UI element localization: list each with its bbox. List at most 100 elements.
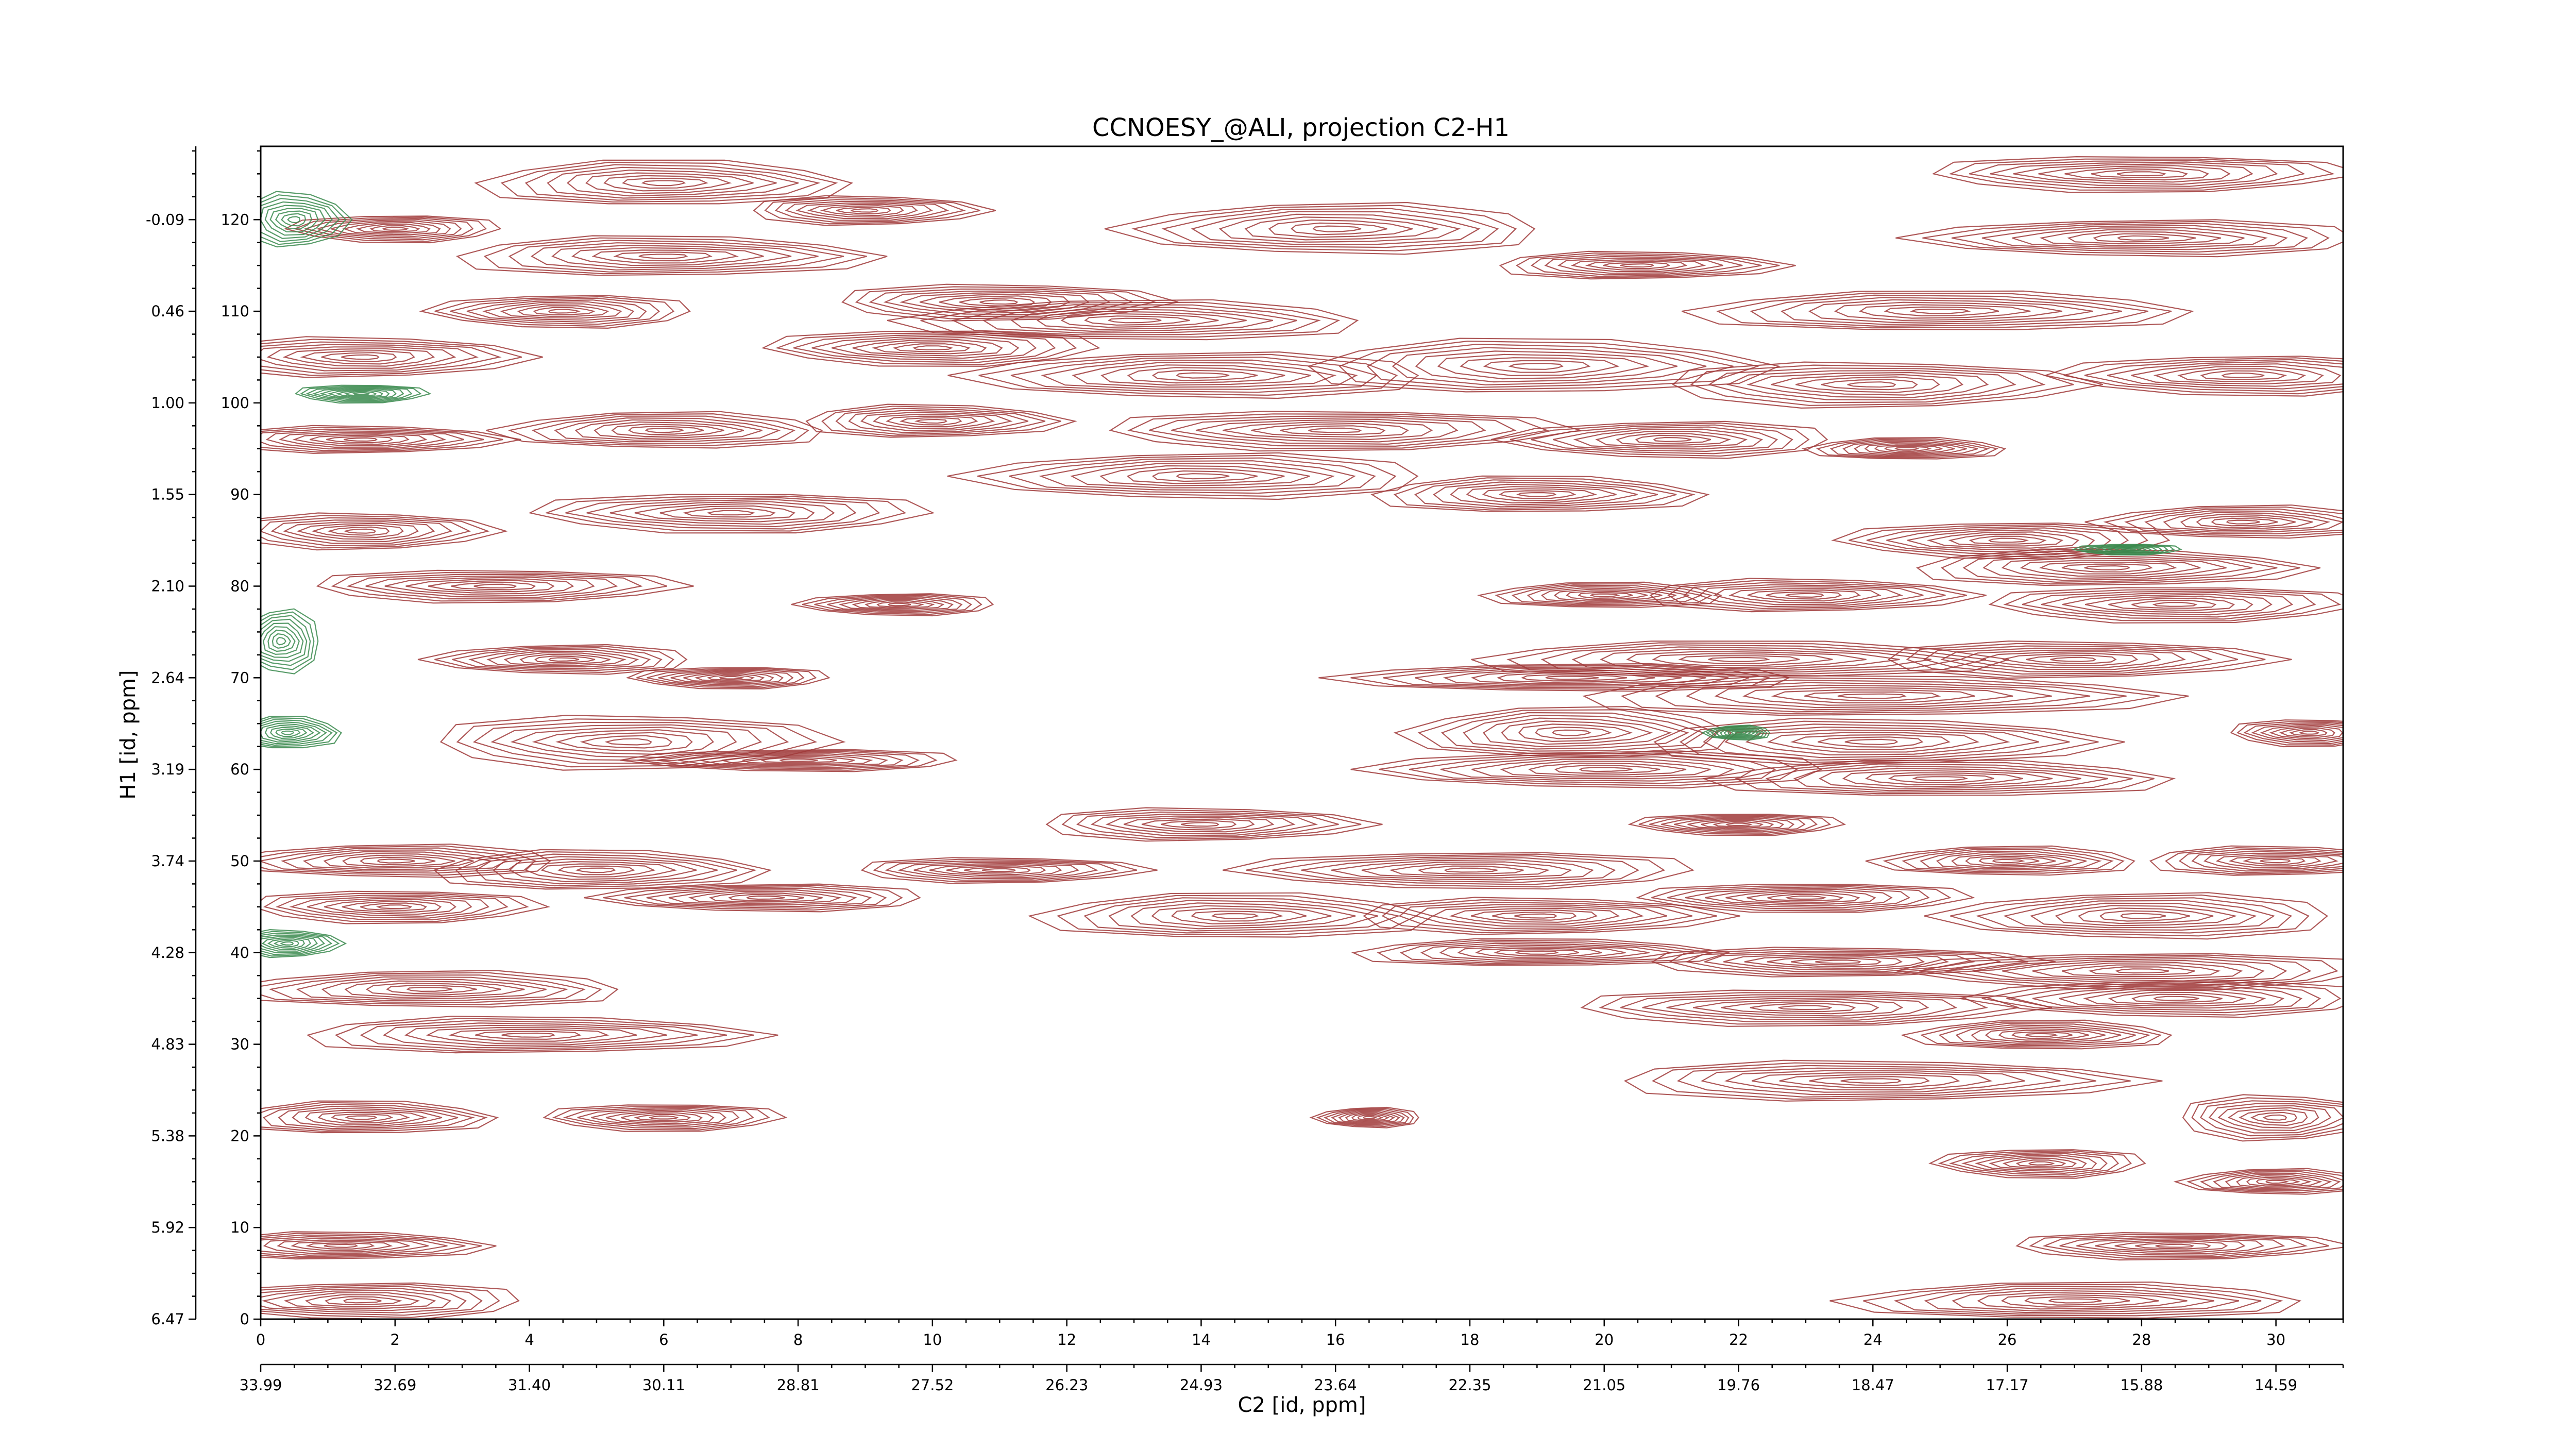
contour-line <box>1938 1023 2151 1047</box>
contour-line <box>1977 1292 2188 1310</box>
contour-line <box>1785 895 1827 900</box>
contour-line <box>1076 811 1339 838</box>
contour-line <box>899 292 1090 313</box>
contour-line <box>2084 595 2253 614</box>
contour-line <box>946 865 1046 875</box>
contour-line <box>852 599 945 610</box>
contour-line <box>1685 887 1911 908</box>
contour-peak <box>887 299 1359 341</box>
contour-line <box>261 608 319 675</box>
contour-line <box>802 594 982 615</box>
contour-peak <box>1370 475 1710 512</box>
contour-line <box>982 868 1016 872</box>
contour-line <box>1854 442 1967 456</box>
contour-line <box>1793 765 2108 791</box>
contour-line <box>1363 897 1740 935</box>
contour-line <box>342 900 442 913</box>
contour-line <box>1475 948 1602 958</box>
contour-line <box>261 1290 452 1311</box>
contour-line <box>2191 1097 2343 1139</box>
y2-tick-label: 3.74 <box>151 852 184 870</box>
contour-peak <box>1363 897 1740 935</box>
contour-line <box>719 676 744 680</box>
contour-line <box>1497 672 1655 683</box>
y-tick-label: 0 <box>240 1310 249 1328</box>
contour-line <box>545 495 907 532</box>
contour-line <box>638 254 688 259</box>
contour-line <box>1551 729 1592 736</box>
contour-peak <box>261 336 543 378</box>
contour-line <box>586 499 857 528</box>
contour-line <box>261 719 333 746</box>
contour-line <box>261 425 521 454</box>
contour-line <box>1191 911 1284 922</box>
contour-line <box>1366 344 1734 388</box>
contour-line <box>647 668 805 687</box>
contour-line <box>377 858 415 864</box>
contour-line <box>540 863 656 878</box>
contour-line <box>1974 1154 2097 1172</box>
contour-line <box>982 306 1297 334</box>
contour-line <box>820 205 904 216</box>
contour-line <box>919 293 1070 311</box>
x-tick-label: 12 <box>1057 1331 1076 1349</box>
contour-line <box>871 341 987 355</box>
contour-line <box>325 1296 403 1306</box>
contour-line <box>1585 260 1688 271</box>
contour-line <box>2091 169 2189 179</box>
contour-line <box>1104 201 1536 255</box>
contour-line <box>670 671 784 685</box>
contour-line <box>939 295 1053 309</box>
contour-line <box>876 601 925 608</box>
contour-line <box>2103 546 2152 553</box>
contour-line <box>577 1108 740 1128</box>
y2-tick-label: 1.00 <box>151 394 184 412</box>
contour-line <box>2144 510 2343 533</box>
contour-line <box>2152 601 2198 607</box>
contour-peak <box>1223 852 1694 890</box>
contour-line <box>1331 1110 1405 1125</box>
contour-line <box>1716 292 2172 329</box>
contour-line <box>554 417 781 443</box>
x2-tick-label: 17.17 <box>1986 1376 2029 1394</box>
contour-line <box>1865 845 2136 876</box>
contour-line <box>1345 1112 1395 1123</box>
x2-tick-label: 31.40 <box>508 1376 551 1394</box>
contour-line <box>563 1106 754 1130</box>
contour-line <box>406 986 453 992</box>
contour-line <box>261 1282 520 1319</box>
contour-line <box>2153 996 2199 1001</box>
contour-line <box>261 934 325 954</box>
contour-peak <box>947 452 1419 500</box>
contour-line <box>785 200 950 221</box>
contour-line <box>1506 642 1987 676</box>
contour-line <box>360 902 427 911</box>
contour-line <box>2003 588 2342 622</box>
contour-peak <box>261 970 619 1008</box>
contour-line <box>327 389 390 399</box>
contour-line <box>1566 590 1648 600</box>
contour-line <box>1887 640 2292 679</box>
contour-peak <box>1701 724 1771 741</box>
contour-line <box>1127 413 1550 449</box>
contour-line <box>1951 853 2072 868</box>
contour-peak <box>261 1282 520 1319</box>
contour-line <box>280 941 294 946</box>
contour-line <box>1528 762 1687 776</box>
contour-line <box>1361 861 1572 879</box>
contour-line <box>1521 674 1628 682</box>
contour-line <box>827 596 963 613</box>
contour-line <box>807 204 918 218</box>
contour-line <box>503 652 626 666</box>
contour-line <box>331 1114 394 1122</box>
y-tick-label: 120 <box>221 211 249 228</box>
contour-line <box>774 199 966 223</box>
contour-peak <box>2071 544 2182 556</box>
contour-line <box>1941 550 2300 585</box>
contour-line <box>261 194 347 245</box>
contour-peak <box>1635 884 1975 913</box>
contour-line <box>2002 959 2265 982</box>
contour-line <box>382 226 409 231</box>
contour-line <box>565 497 880 530</box>
contour-line <box>622 177 708 189</box>
